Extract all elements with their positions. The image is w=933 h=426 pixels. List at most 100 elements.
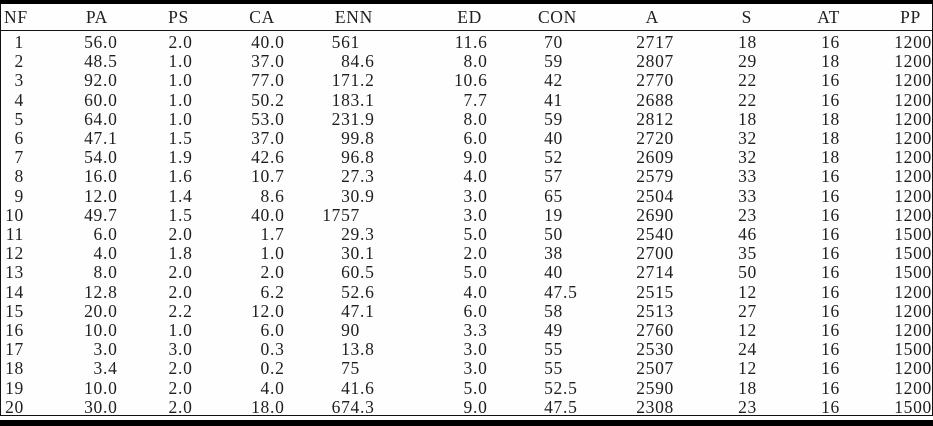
cell-frac-part: .5 xyxy=(563,281,578,302)
cell-int-part: 0 xyxy=(260,339,270,360)
cell-con: 58 xyxy=(506,301,596,321)
cell-int-part: 70 xyxy=(544,32,563,52)
cell-frac-part: .8 xyxy=(360,128,375,149)
cell-frac-part: .5 xyxy=(563,396,578,417)
cell-at: 18 xyxy=(821,128,840,149)
cell-ed: 5.0 xyxy=(393,378,506,398)
column-header-pa: PA xyxy=(31,4,136,31)
cell-ed: 11.6 xyxy=(393,31,506,53)
cell-pp: 1200 xyxy=(894,166,932,187)
cell-ca: 6.2 xyxy=(211,281,303,302)
cell-frac-part: .2 xyxy=(270,89,285,110)
cell-ed: 3.3 xyxy=(393,320,506,341)
cell-int-part: 2 xyxy=(260,262,270,283)
cell-a: 2513 xyxy=(636,300,674,321)
cell-frac-part: .6 xyxy=(473,32,488,52)
cell-int-part: 1 xyxy=(168,320,178,341)
cell-ps: 2.2 xyxy=(136,301,211,321)
cell-con: 70 xyxy=(506,31,596,53)
cell-int-part: 47 xyxy=(544,396,563,417)
cell-int-part: 13 xyxy=(341,339,360,360)
cell-a: 2530 xyxy=(636,339,674,360)
cell-int-part: 6 xyxy=(260,281,270,302)
cell-int-part: 4 xyxy=(463,166,473,187)
cell-int-part: 30 xyxy=(84,396,103,417)
cell-nf: 3 xyxy=(14,70,24,91)
cell-pa: 12.0 xyxy=(31,186,136,206)
cell-frac-part: .0 xyxy=(103,243,118,264)
cell-frac-part: .0 xyxy=(473,358,488,379)
cell-enn: 96.8 xyxy=(303,148,393,167)
cell-frac-part: .5 xyxy=(103,51,118,72)
cell-ed: 3.0 xyxy=(393,205,506,225)
cell-int-part: 9 xyxy=(463,147,473,168)
cell-a: 2308 xyxy=(636,396,674,417)
cell-frac-part: .0 xyxy=(103,108,118,129)
cell-int-part: 99 xyxy=(341,128,360,149)
cell-frac-part: .7 xyxy=(270,224,285,245)
cell-frac-part: .0 xyxy=(473,51,488,72)
cell-pp: 1200 xyxy=(894,185,932,206)
cell-a: 2770 xyxy=(636,70,674,91)
cell-s: 12 xyxy=(738,320,757,341)
cell-con: 55 xyxy=(506,340,596,359)
cell-int-part: 1 xyxy=(168,166,178,187)
cell-frac-part: .0 xyxy=(270,396,285,417)
cell-frac-part: .1 xyxy=(360,300,375,321)
cell-at: 16 xyxy=(821,300,840,321)
cell-s: 24 xyxy=(738,339,757,360)
cell-pa: 64.0 xyxy=(31,108,136,129)
cell-int-part: 3 xyxy=(463,320,473,341)
cell-nf: 2 xyxy=(14,51,24,72)
cell-pa: 3.0 xyxy=(31,340,136,359)
cell-int-part: 8 xyxy=(93,262,103,283)
cell-frac-part: .3 xyxy=(473,320,488,341)
cell-at: 16 xyxy=(821,32,840,52)
cell-enn: 52.6 xyxy=(303,282,393,302)
column-header-s: S xyxy=(691,4,774,31)
cell-a: 2717 xyxy=(636,32,674,52)
cell-int-part: 4 xyxy=(260,377,270,398)
table-row: 6 47.1 1.5 37.0 99.8 6.0 40 2720 32 18 1200 xyxy=(1,128,933,149)
cell-ed: 4.0 xyxy=(393,167,506,186)
cell-a: 2504 xyxy=(636,185,674,206)
cell-int-part: 3 xyxy=(463,339,473,360)
cell-at: 18 xyxy=(821,51,840,72)
cell-s: 22 xyxy=(738,89,757,110)
cell-ed: 5.0 xyxy=(393,224,506,244)
cell-int-part: 77 xyxy=(251,70,270,91)
cell-s: 18 xyxy=(738,32,757,52)
cell-enn: 674.3 xyxy=(303,397,393,417)
cell-pp: 1200 xyxy=(894,32,932,52)
cell-int-part: 10 xyxy=(84,320,103,341)
cell-ps: 1.8 xyxy=(136,244,211,263)
cell-s: 27 xyxy=(738,300,757,321)
cell-ca: 40.0 xyxy=(211,31,303,53)
cell-frac-part: .0 xyxy=(473,281,488,302)
cell-int-part: 6 xyxy=(93,224,103,245)
cell-ps: 2.0 xyxy=(136,378,211,398)
cell-int-part: 20 xyxy=(84,300,103,321)
cell-nf: 19 xyxy=(5,377,24,398)
table-row: 4 60.0 1.0 50.2 183.1 7.7 41 2688 22 16 1200 xyxy=(1,89,933,110)
cell-int-part: 75 xyxy=(341,358,360,379)
table-row: 11 6.0 2.0 1.7 29.3 5.0 50 2540 46 16 1500 xyxy=(1,224,933,245)
cell-int-part: 3 xyxy=(93,358,103,379)
top-rule-bar xyxy=(0,0,933,4)
cell-int-part: 5 xyxy=(463,262,473,283)
cell-pa: 60.0 xyxy=(31,89,136,110)
cell-ca: 0.2 xyxy=(211,359,303,378)
cell-int-part: 1757 xyxy=(322,204,360,225)
cell-ps: 1.5 xyxy=(136,205,211,225)
table-row: 16 10.0 1.0 6.0 90 3.3 49 2760 12 16 1200 xyxy=(1,320,933,341)
cell-frac-part: .0 xyxy=(103,320,118,341)
cell-frac-part: .8 xyxy=(103,281,118,302)
cell-frac-part: .0 xyxy=(473,108,488,129)
cell-ca: 8.6 xyxy=(211,186,303,206)
cell-int-part: 60 xyxy=(84,89,103,110)
cell-pp: 1200 xyxy=(894,204,932,225)
cell-nf: 8 xyxy=(14,166,24,187)
cell-ed: 5.0 xyxy=(393,263,506,282)
cell-ca: 1.7 xyxy=(211,224,303,245)
column-header-at: AT xyxy=(774,4,857,31)
